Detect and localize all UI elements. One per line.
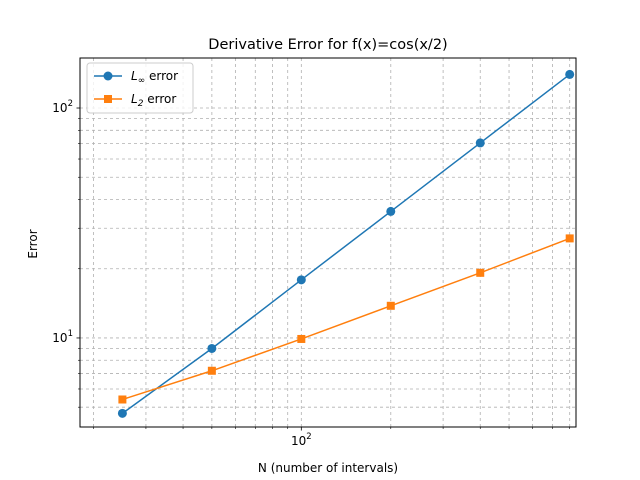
legend-label-l2: L2 error xyxy=(131,92,176,109)
y-tick-label: 101 xyxy=(52,329,73,345)
series-line xyxy=(121,73,571,414)
y-tick-label: 102 xyxy=(52,99,73,115)
grid xyxy=(80,58,576,427)
data-point xyxy=(207,366,216,375)
legend-marker-l2 xyxy=(104,95,112,103)
data-point xyxy=(118,395,127,404)
legend-label-l2-sub: 2 xyxy=(138,99,144,109)
legend-label-linf: L∞ error xyxy=(131,69,178,86)
data-point xyxy=(297,334,306,343)
legend-entry-linf: L∞ error xyxy=(94,69,178,86)
data-point xyxy=(386,206,396,216)
data-point xyxy=(386,301,395,310)
legend-label-linf-main: L xyxy=(131,69,138,83)
data-point xyxy=(565,234,574,243)
data-point xyxy=(565,69,575,79)
x-axis-label: N (number of intervals) xyxy=(258,461,398,475)
data-point xyxy=(296,275,306,285)
legend-entry-l2: L2 error xyxy=(94,92,176,109)
data-point xyxy=(207,343,217,353)
ticks: 102 101 102 xyxy=(52,99,571,448)
legend-marker-linf xyxy=(103,71,113,81)
legend-label-l2-suffix: error xyxy=(143,92,176,106)
y-axis-label: Error xyxy=(26,229,40,258)
legend: L∞ error L2 error xyxy=(86,62,194,114)
data-point xyxy=(476,268,485,277)
legend-label-l2-main: L xyxy=(131,92,138,106)
plot-area-frame xyxy=(79,57,577,428)
series-linf xyxy=(117,69,575,418)
data-point xyxy=(117,408,127,418)
legend-label-linf-suffix: error xyxy=(145,69,178,83)
x-tick-label: 102 xyxy=(291,432,312,448)
legend-label-linf-sub: ∞ xyxy=(138,76,146,86)
series-layer xyxy=(117,69,575,418)
chart-title: Derivative Error for f(x)=cos(x/2) xyxy=(208,37,447,53)
series-line xyxy=(122,237,570,401)
series-l2 xyxy=(118,234,574,404)
data-point xyxy=(475,138,485,148)
